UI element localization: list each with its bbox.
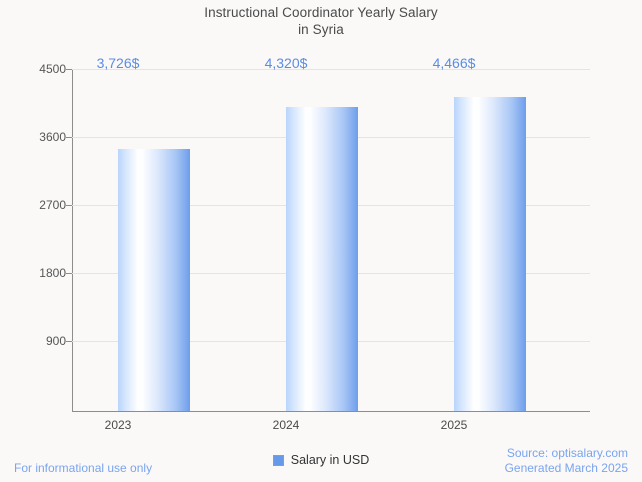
- chart-legend: Salary in USD: [0, 451, 642, 470]
- x-tick-label-2025: 2025: [440, 418, 468, 432]
- y-tick-mark-900: [66, 341, 72, 342]
- data-label-2024: 4,320$: [264, 55, 308, 71]
- gridline-4500: [72, 69, 590, 70]
- y-tick-mark-4500: [66, 69, 72, 70]
- y-tick-mark-2700: [66, 205, 72, 206]
- chart-title-line-2: in Syria: [298, 22, 344, 37]
- chart-title: Instructional Coordinator Yearly Salary …: [0, 4, 642, 38]
- bar-2024[interactable]: [286, 107, 358, 411]
- footer-generated-date: Generated March 2025: [504, 461, 628, 475]
- y-tick-2700: 2700: [0, 199, 66, 211]
- x-tick-label-2024: 2024: [272, 418, 300, 432]
- y-tick-label: 3600: [39, 130, 66, 144]
- y-tick-900: 900: [0, 335, 66, 347]
- y-tick-label: 2700: [39, 198, 66, 212]
- legend-item-label: Salary in USD: [290, 453, 370, 467]
- y-tick-label: 1800: [39, 266, 66, 280]
- plot-area: [72, 69, 590, 411]
- legend-item-salary-in-usd[interactable]: Salary in USD: [264, 451, 378, 470]
- data-label-2023: 3,726$: [96, 55, 140, 71]
- data-label-2025: 4,466$: [432, 55, 476, 71]
- y-tick-mark-3600: [66, 137, 72, 138]
- x-axis-line: [72, 411, 590, 412]
- bar-2025[interactable]: [454, 97, 526, 411]
- y-tick-4500: 4500: [0, 63, 66, 75]
- x-tick-label-2023: 2023: [104, 418, 132, 432]
- footer-source: Source: optisalary.com: [506, 446, 628, 460]
- y-tick-label: 4500: [39, 62, 66, 76]
- y-axis-line: [72, 69, 73, 412]
- y-tick-3600: 3600: [0, 131, 66, 143]
- chart-title-line-1: Instructional Coordinator Yearly Salary: [204, 5, 438, 20]
- legend-swatch-icon: [272, 455, 284, 466]
- footer-disclaimer: For informational use only: [14, 461, 153, 475]
- y-tick-mark-1800: [66, 273, 72, 274]
- y-tick-label: 900: [45, 334, 66, 348]
- bar-2023[interactable]: [118, 149, 190, 411]
- y-tick-1800: 1800: [0, 267, 66, 279]
- footer-source-block: Source: optisalary.com Generated March 2…: [505, 446, 628, 476]
